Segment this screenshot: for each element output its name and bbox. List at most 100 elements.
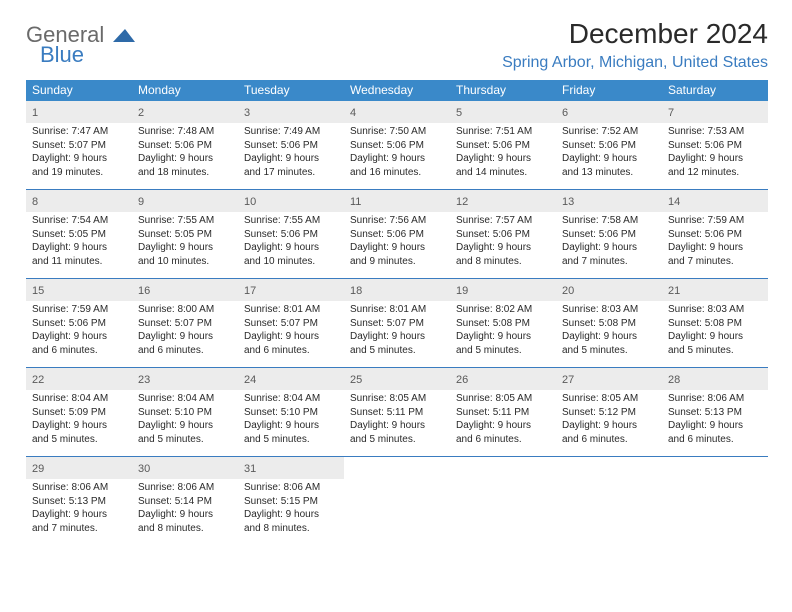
- day-cell: 15 Sunrise: 7:59 AMSunset: 5:06 PMDayligh…: [26, 279, 132, 361]
- day-details: Sunrise: 7:58 AMSunset: 5:06 PMDaylight:…: [556, 212, 662, 272]
- day-number: 11: [350, 196, 361, 208]
- day-cell: 8 Sunrise: 7:54 AMSunset: 5:05 PMDaylight…: [26, 190, 132, 272]
- day-details: Sunrise: 7:53 AMSunset: 5:06 PMDaylight:…: [662, 123, 768, 183]
- day-number: 9: [138, 196, 144, 208]
- day-number: 14: [668, 196, 680, 208]
- day-cell: [344, 457, 450, 539]
- week-row: 29Sunrise: 8:06 AMSunset: 5:13 PMDayligh…: [26, 456, 768, 539]
- day-details: Sunrise: 7:48 AMSunset: 5:06 PMDaylight:…: [132, 123, 238, 183]
- day-details: Sunrise: 7:55 AMSunset: 5:06 PMDaylight:…: [238, 212, 344, 272]
- day-number: 13: [562, 196, 574, 208]
- day-number: 25: [350, 374, 362, 386]
- day-cell: 20Sunrise: 8:03 AMSunset: 5:08 PMDayligh…: [556, 279, 662, 361]
- day-cell: 21 Sunrise: 8:03 AMSunset: 5:08 PMDayligh…: [662, 279, 768, 361]
- day-number: 18: [350, 285, 362, 297]
- weekday-header: Thursday: [450, 80, 556, 101]
- day-details: Sunrise: 8:06 AMSunset: 5:15 PMDaylight:…: [238, 479, 344, 539]
- day-details: Sunrise: 7:49 AMSunset: 5:06 PMDaylight:…: [238, 123, 344, 183]
- day-cell: 12 Sunrise: 7:57 AMSunset: 5:06 PMDayligh…: [450, 190, 556, 272]
- logo-triangle-icon: [113, 29, 135, 46]
- weekday-header: Saturday: [662, 80, 768, 101]
- day-cell: 2 Sunrise: 7:48 AMSunset: 5:06 PMDaylight…: [132, 101, 238, 183]
- day-cell: 28 Sunrise: 8:06 AMSunset: 5:13 PMDayligh…: [662, 368, 768, 450]
- day-number: 27: [562, 374, 574, 386]
- day-number: 23: [138, 374, 150, 386]
- day-number: 28: [668, 374, 680, 386]
- day-details: Sunrise: 8:05 AMSunset: 5:12 PMDaylight:…: [556, 390, 662, 450]
- day-details: Sunrise: 8:04 AMSunset: 5:10 PMDaylight:…: [238, 390, 344, 450]
- day-details: Sunrise: 7:52 AMSunset: 5:06 PMDaylight:…: [556, 123, 662, 183]
- day-details: Sunrise: 7:50 AMSunset: 5:06 PMDaylight:…: [344, 123, 450, 183]
- day-number: 2: [138, 107, 144, 119]
- day-cell: 31 Sunrise: 8:06 AMSunset: 5:15 PMDayligh…: [238, 457, 344, 539]
- day-cell: 23 Sunrise: 8:04 AMSunset: 5:10 PMDayligh…: [132, 368, 238, 450]
- day-number: 12: [456, 196, 468, 208]
- day-details: Sunrise: 8:01 AMSunset: 5:07 PMDaylight:…: [238, 301, 344, 361]
- day-details: Sunrise: 8:00 AMSunset: 5:07 PMDaylight:…: [132, 301, 238, 361]
- day-cell: 1Sunrise: 7:47 AMSunset: 5:07 PMDaylight…: [26, 101, 132, 183]
- day-details: Sunrise: 7:59 AMSunset: 5:06 PMDaylight:…: [662, 212, 768, 272]
- day-number: 6: [562, 107, 568, 119]
- day-cell: 7 Sunrise: 7:53 AMSunset: 5:06 PMDaylight…: [662, 101, 768, 183]
- day-number: 8: [32, 196, 38, 208]
- day-details: Sunrise: 8:01 AMSunset: 5:07 PMDaylight:…: [344, 301, 450, 361]
- day-number: 5: [456, 107, 462, 119]
- weekday-header: Friday: [556, 80, 662, 101]
- day-cell: 17 Sunrise: 8:01 AMSunset: 5:07 PMDayligh…: [238, 279, 344, 361]
- day-details: Sunrise: 8:04 AMSunset: 5:09 PMDaylight:…: [26, 390, 132, 450]
- day-number: 15: [32, 285, 44, 297]
- day-details: Sunrise: 8:06 AMSunset: 5:13 PMDaylight:…: [662, 390, 768, 450]
- day-number: 3: [244, 107, 250, 119]
- day-cell: 5Sunrise: 7:51 AMSunset: 5:06 PMDaylight…: [450, 101, 556, 183]
- day-number: 19: [456, 285, 468, 297]
- day-details: Sunrise: 8:06 AMSunset: 5:14 PMDaylight:…: [132, 479, 238, 539]
- day-cell: 9Sunrise: 7:55 AMSunset: 5:05 PMDaylight…: [132, 190, 238, 272]
- week-row: 8 Sunrise: 7:54 AMSunset: 5:05 PMDaylight…: [26, 189, 768, 272]
- weekday-header: Monday: [132, 80, 238, 101]
- week-row: 1Sunrise: 7:47 AMSunset: 5:07 PMDaylight…: [26, 101, 768, 183]
- day-cell: 18 Sunrise: 8:01 AMSunset: 5:07 PMDayligh…: [344, 279, 450, 361]
- day-number: 21: [668, 285, 680, 297]
- day-cell: 26 Sunrise: 8:05 AMSunset: 5:11 PMDayligh…: [450, 368, 556, 450]
- weekday-header-row: SundayMondayTuesdayWednesdayThursdayFrid…: [26, 80, 768, 101]
- day-number: 10: [244, 196, 256, 208]
- day-details: Sunrise: 7:59 AMSunset: 5:06 PMDaylight:…: [26, 301, 132, 361]
- day-details: Sunrise: 8:02 AMSunset: 5:08 PMDaylight:…: [450, 301, 556, 361]
- day-details: Sunrise: 7:57 AMSunset: 5:06 PMDaylight:…: [450, 212, 556, 272]
- logo: General Blue: [26, 24, 135, 66]
- day-cell: 27 Sunrise: 8:05 AMSunset: 5:12 PMDayligh…: [556, 368, 662, 450]
- day-number: 16: [138, 285, 150, 297]
- logo-text-blue: Blue: [40, 44, 135, 66]
- day-number: 17: [244, 285, 256, 297]
- day-cell: 22 Sunrise: 8:04 AMSunset: 5:09 PMDayligh…: [26, 368, 132, 450]
- day-details: Sunrise: 8:03 AMSunset: 5:08 PMDaylight:…: [662, 301, 768, 361]
- day-cell: 29Sunrise: 8:06 AMSunset: 5:13 PMDayligh…: [26, 457, 132, 539]
- day-details: Sunrise: 8:04 AMSunset: 5:10 PMDaylight:…: [132, 390, 238, 450]
- calendar: SundayMondayTuesdayWednesdayThursdayFrid…: [26, 80, 768, 539]
- day-details: Sunrise: 8:05 AMSunset: 5:11 PMDaylight:…: [450, 390, 556, 450]
- day-number: 7: [668, 107, 674, 119]
- day-number: 31: [244, 463, 256, 475]
- day-details: Sunrise: 7:47 AMSunset: 5:07 PMDaylight:…: [26, 123, 132, 183]
- day-cell: 11 Sunrise: 7:56 AMSunset: 5:06 PMDayligh…: [344, 190, 450, 272]
- day-cell: 13 Sunrise: 7:58 AMSunset: 5:06 PMDayligh…: [556, 190, 662, 272]
- day-number: 26: [456, 374, 468, 386]
- week-row: 15 Sunrise: 7:59 AMSunset: 5:06 PMDayligh…: [26, 278, 768, 361]
- day-cell: 24Sunrise: 8:04 AMSunset: 5:10 PMDayligh…: [238, 368, 344, 450]
- day-details: Sunrise: 7:56 AMSunset: 5:06 PMDaylight:…: [344, 212, 450, 272]
- day-number: 22: [32, 374, 44, 386]
- day-cell: 14 Sunrise: 7:59 AMSunset: 5:06 PMDayligh…: [662, 190, 768, 272]
- header: General Blue December 2024 Spring Arbor,…: [26, 18, 768, 72]
- location-subtitle: Spring Arbor, Michigan, United States: [502, 54, 768, 72]
- day-cell: [450, 457, 556, 539]
- day-details: Sunrise: 8:05 AMSunset: 5:11 PMDaylight:…: [344, 390, 450, 450]
- day-details: Sunrise: 7:54 AMSunset: 5:05 PMDaylight:…: [26, 212, 132, 272]
- day-number: 20: [562, 285, 574, 297]
- day-number: 4: [350, 107, 356, 119]
- day-cell: 4 Sunrise: 7:50 AMSunset: 5:06 PMDaylight…: [344, 101, 450, 183]
- day-cell: 19 Sunrise: 8:02 AMSunset: 5:08 PMDayligh…: [450, 279, 556, 361]
- weekday-header: Tuesday: [238, 80, 344, 101]
- week-row: 22 Sunrise: 8:04 AMSunset: 5:09 PMDayligh…: [26, 367, 768, 450]
- weekday-header: Wednesday: [344, 80, 450, 101]
- day-cell: 30Sunrise: 8:06 AMSunset: 5:14 PMDayligh…: [132, 457, 238, 539]
